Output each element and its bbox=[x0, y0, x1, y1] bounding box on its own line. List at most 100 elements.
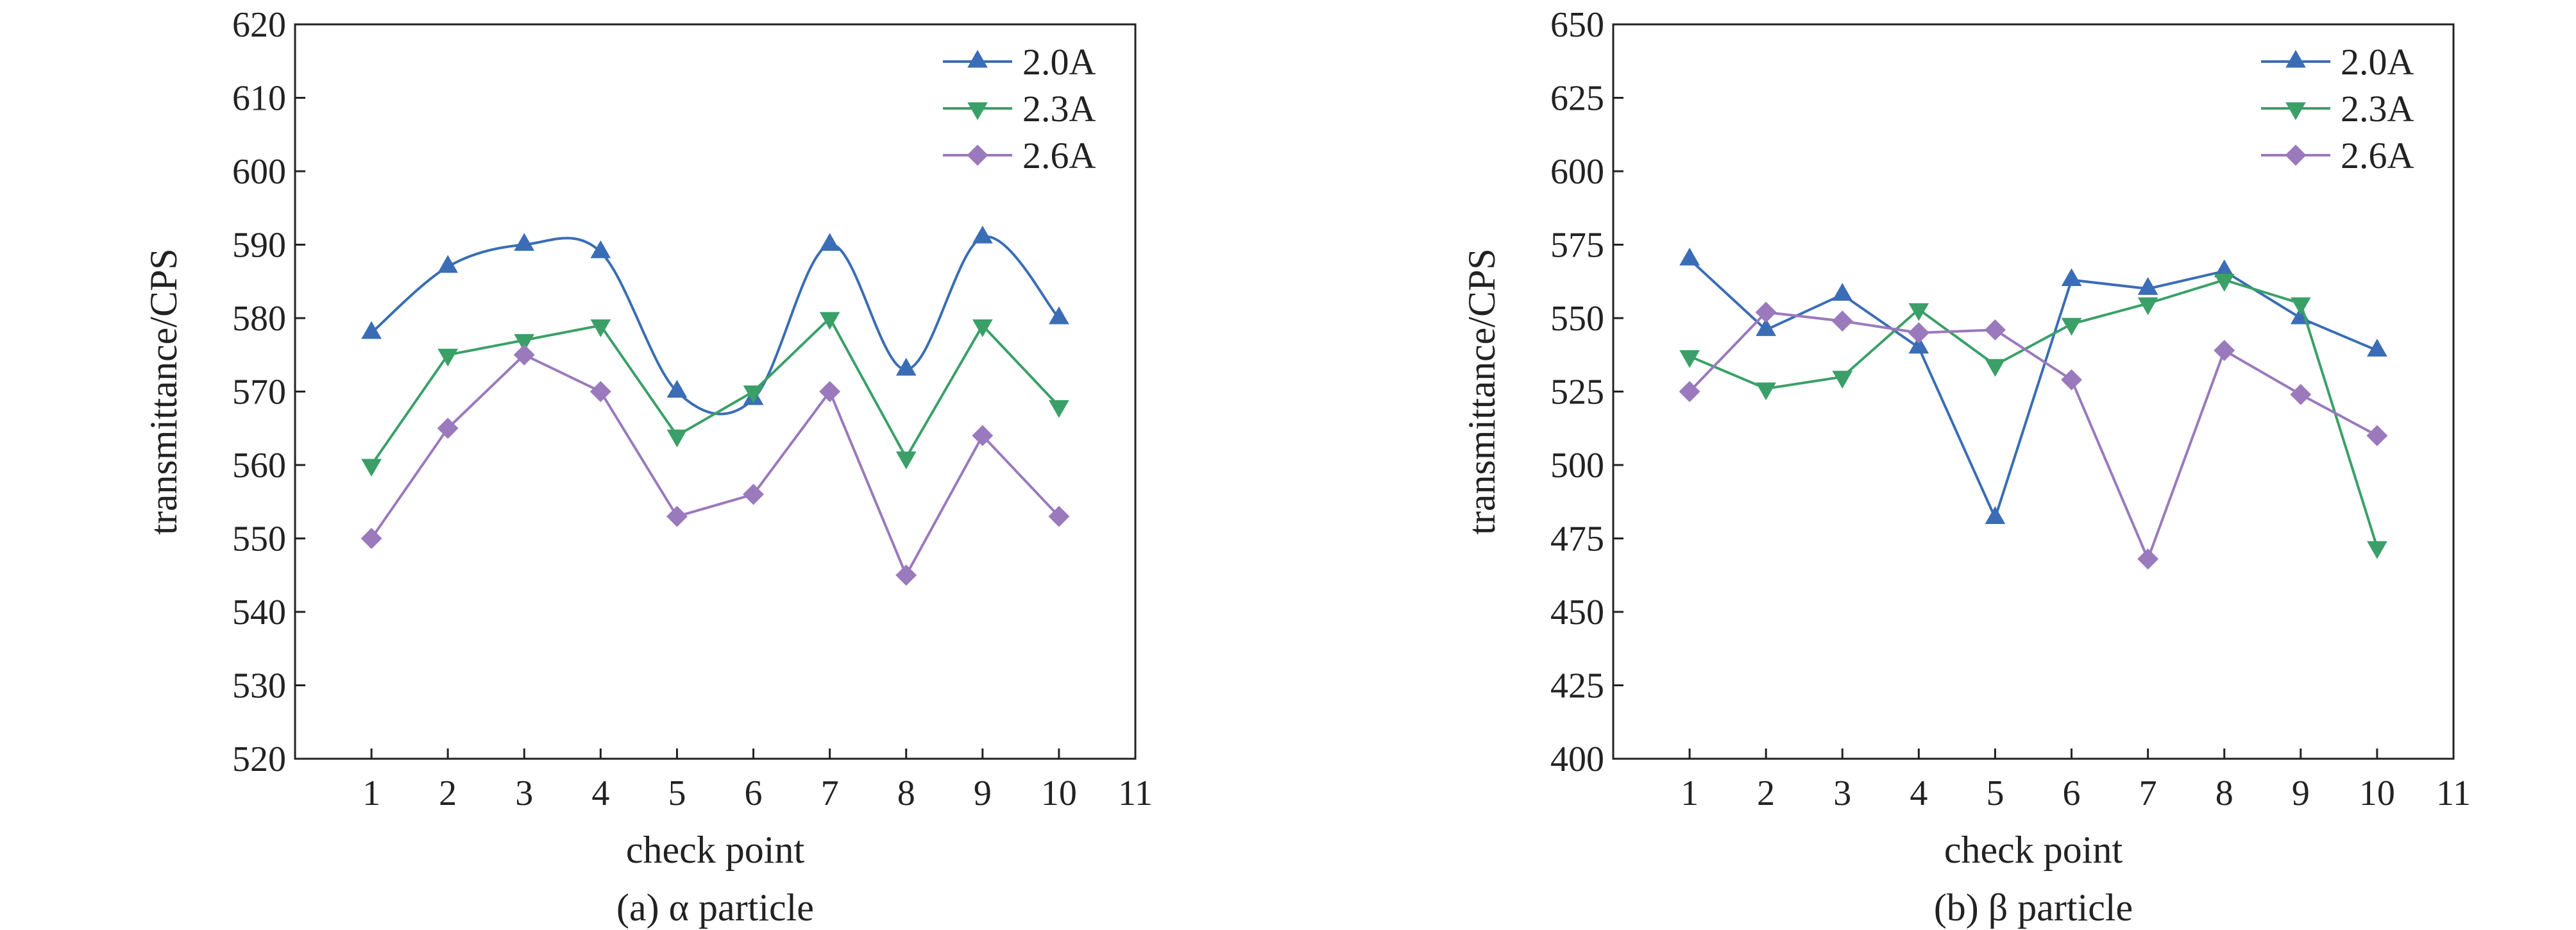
data-point bbox=[2366, 425, 2388, 446]
data-point bbox=[2061, 268, 2082, 286]
y-tick-label: 570 bbox=[232, 373, 286, 412]
series-2.3A bbox=[1679, 273, 2387, 559]
panel-caption: (a) α particle bbox=[616, 886, 814, 929]
data-point bbox=[1048, 505, 1070, 527]
legend-marker bbox=[2285, 144, 2307, 166]
legend-label: 2.3A bbox=[2341, 88, 2414, 130]
x-tick-label: 1 bbox=[1681, 774, 1699, 813]
data-point bbox=[1832, 283, 1853, 301]
x-tick-label: 5 bbox=[1986, 774, 2004, 813]
data-point bbox=[743, 484, 765, 505]
data-point bbox=[666, 505, 688, 527]
data-point bbox=[1984, 319, 2006, 341]
x-tick-label: 6 bbox=[2063, 774, 2081, 813]
x-tick-label: 6 bbox=[745, 774, 763, 813]
data-point bbox=[2214, 339, 2235, 361]
data-point bbox=[1831, 310, 1853, 332]
y-tick-label: 520 bbox=[232, 740, 286, 779]
data-point bbox=[972, 425, 994, 446]
x-tick-label: 3 bbox=[515, 774, 533, 813]
y-tick-label: 500 bbox=[1550, 446, 1604, 486]
y-tick-label: 450 bbox=[1550, 593, 1604, 632]
x-tick-label: 1 bbox=[362, 774, 380, 813]
data-point bbox=[666, 429, 688, 448]
data-point bbox=[1756, 382, 1777, 401]
y-axis-title: transmittance/CPS bbox=[142, 248, 185, 535]
data-point bbox=[1908, 322, 1929, 344]
legend-label: 2.3A bbox=[1022, 88, 1096, 130]
data-point bbox=[2061, 317, 2082, 336]
data-point bbox=[514, 233, 535, 251]
series-2.6A bbox=[360, 344, 1070, 586]
legend-marker bbox=[967, 49, 988, 68]
series-line bbox=[1688, 310, 2378, 562]
y-tick-label: 525 bbox=[1550, 373, 1604, 412]
x-tick-label: 10 bbox=[2359, 774, 2395, 813]
data-point bbox=[2137, 276, 2158, 295]
series-line bbox=[370, 235, 1060, 416]
y-tick-label: 600 bbox=[232, 152, 286, 192]
data-point bbox=[2061, 369, 2083, 391]
data-point bbox=[1049, 306, 1069, 325]
data-point bbox=[1908, 335, 1929, 354]
y-tick-label: 610 bbox=[232, 79, 286, 119]
data-point bbox=[361, 321, 382, 339]
data-point bbox=[2290, 384, 2312, 405]
x-axis-title: check point bbox=[1944, 829, 2123, 871]
y-axis-title: transmittance/CPS bbox=[1461, 248, 1503, 535]
x-tick-label: 11 bbox=[1118, 774, 1153, 813]
legend-label: 2.0A bbox=[1022, 41, 1096, 83]
x-tick-label: 5 bbox=[668, 774, 686, 813]
x-tick-label: 2 bbox=[439, 774, 457, 813]
series-2.6A bbox=[1679, 301, 2388, 570]
legend-marker bbox=[967, 144, 988, 166]
series-line bbox=[370, 353, 1060, 579]
data-point bbox=[819, 233, 840, 251]
y-tick-label: 560 bbox=[232, 446, 286, 486]
y-tick-label: 580 bbox=[232, 299, 286, 339]
series-line bbox=[370, 316, 1060, 466]
x-tick-label: 9 bbox=[974, 774, 992, 813]
series-line bbox=[1688, 258, 2378, 522]
x-tick-label: 11 bbox=[2436, 774, 2471, 813]
x-axis-title: check point bbox=[626, 829, 805, 871]
data-point bbox=[972, 319, 993, 337]
data-point bbox=[2367, 541, 2387, 559]
data-point bbox=[513, 344, 535, 366]
y-tick-label: 550 bbox=[1550, 299, 1604, 339]
data-point bbox=[1679, 381, 1700, 402]
x-tick-label: 8 bbox=[2216, 774, 2233, 813]
series-2.3A bbox=[361, 312, 1069, 477]
data-point bbox=[1985, 506, 2006, 524]
data-point bbox=[972, 225, 993, 244]
data-point bbox=[590, 240, 611, 258]
data-point bbox=[2214, 273, 2235, 292]
series-2.0A bbox=[361, 225, 1069, 416]
y-tick-label: 625 bbox=[1550, 79, 1604, 119]
data-point bbox=[895, 357, 917, 376]
data-point bbox=[360, 528, 382, 549]
data-point bbox=[1679, 248, 1700, 266]
x-tick-label: 7 bbox=[821, 774, 839, 813]
legend-label: 2.6A bbox=[1022, 135, 1096, 176]
data-point bbox=[2367, 339, 2387, 357]
series-line bbox=[1689, 278, 2378, 548]
y-tick-label: 540 bbox=[232, 593, 286, 632]
data-point bbox=[437, 348, 459, 367]
x-tick-label: 8 bbox=[897, 774, 915, 813]
chart-panel-beta: 1 2 3 4 5 6 7 8 9 10 11 400 425 450 475 500 525 550 575 600… bbox=[1461, 5, 2471, 929]
x-tick-label: 9 bbox=[2292, 774, 2310, 813]
x-tick-label: 2 bbox=[1757, 774, 1775, 813]
data-point bbox=[819, 312, 840, 330]
y-tick-label: 400 bbox=[1550, 740, 1604, 779]
data-point bbox=[666, 380, 688, 398]
y-tick-label: 600 bbox=[1550, 152, 1604, 192]
data-point bbox=[2290, 297, 2311, 316]
data-point bbox=[590, 319, 611, 337]
data-point bbox=[514, 334, 535, 352]
chart-panel-alpha: 1 2 3 4 5 6 7 8 9 10 11 520 530 540 550 560 570 580 590 600… bbox=[142, 5, 1153, 929]
y-tick-label: 650 bbox=[1550, 5, 1604, 45]
x-tick-label: 10 bbox=[1041, 774, 1077, 813]
legend-marker bbox=[2285, 49, 2306, 68]
